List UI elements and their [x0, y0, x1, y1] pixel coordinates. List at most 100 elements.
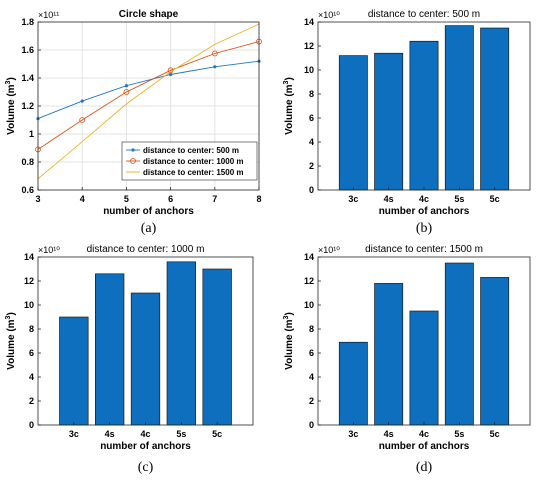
y-tick-label: 14: [304, 17, 314, 27]
y-tick-label: 12: [304, 276, 314, 286]
chart-panel-1: 0.6 0.8 1 1.2 1.4 1.6 1.8 ×10¹¹ Circle shape 3 4 5 6…: [5, 9, 262, 236]
y-tick-label: 0: [29, 420, 34, 430]
bar-5c: [202, 268, 232, 426]
y-tick-label: 0.8: [21, 157, 34, 167]
legend-entry: distance to center: 500 m: [143, 146, 239, 155]
x-tick-label: 3c: [348, 429, 358, 439]
data-point: [123, 89, 130, 95]
y-axis-exponent: ×10¹⁰: [38, 245, 60, 255]
y-tick-label: 2: [29, 396, 34, 406]
data-point: [79, 117, 86, 123]
data-point: [211, 50, 218, 57]
y-tick-label: 8: [309, 89, 314, 99]
y-axis-label: Volume (m3): [5, 312, 17, 370]
panel-caption: (a): [141, 221, 157, 236]
x-tick-label: 5s: [454, 429, 464, 439]
y-tick-label: 10: [304, 300, 314, 310]
y-tick-label: 8: [29, 324, 34, 334]
chart-panel-2: 0 2 4 6 8 10 12 14 ×10¹⁰ distance to center: 500 …: [283, 9, 531, 236]
x-tick-label: 5c: [490, 429, 500, 439]
panel-caption: (c): [138, 460, 154, 475]
y-tick-label: 10: [304, 65, 314, 75]
y-axis-label: Volume (m3): [283, 312, 295, 370]
x-tick-label: 3c: [69, 429, 79, 439]
x-axis-label: number of anchors: [103, 206, 194, 217]
bar-3c: [59, 316, 89, 426]
y-tick-label: 0.6: [21, 185, 34, 195]
y-tick-label: 4: [29, 372, 34, 382]
legend-marker: [130, 158, 136, 164]
legend-entry: distance to center: 1500 m: [143, 168, 243, 177]
bar-5s: [444, 262, 474, 426]
y-axis-exponent: ×10¹⁰: [318, 10, 340, 20]
x-axis-label: number of anchors: [100, 441, 191, 452]
bar-3c: [338, 55, 368, 191]
y-tick-label: 0: [309, 420, 314, 430]
x-tick-label: 3: [35, 194, 40, 204]
y-tick-label: 6: [309, 113, 314, 123]
axes-frame: [317, 256, 531, 426]
y-tick-label: 1.4: [21, 73, 34, 83]
y-tick-label: 14: [24, 252, 34, 262]
y-tick-label: 1: [29, 129, 34, 139]
y-tick-label: 14: [304, 252, 314, 262]
legend-box: [121, 141, 258, 181]
x-tick-label: 7: [212, 194, 217, 204]
legend-entry: distance to center: 1000 m: [143, 157, 243, 166]
axes-frame: [37, 256, 254, 426]
data-point: [80, 99, 84, 103]
data-point: [213, 65, 217, 69]
x-axis-label: number of anchors: [379, 441, 470, 452]
bar-4c: [409, 40, 439, 191]
legend-marker: [131, 148, 135, 152]
bar-4s: [374, 283, 404, 426]
chart-panel-4: 0 2 4 6 8 10 12 14 ×10¹⁰ distance to center: 1500…: [283, 244, 531, 475]
chart-title: distance to center: 1500 m: [365, 244, 483, 255]
bar-5c: [480, 277, 510, 426]
bar-4c: [409, 310, 439, 426]
bar-5s: [444, 25, 474, 191]
bar-5c: [480, 27, 510, 191]
y-tick-label: 12: [24, 276, 34, 286]
x-tick-label: 4s: [384, 429, 394, 439]
y-axis-exponent: ×10¹¹: [38, 10, 59, 20]
y-tick-label: 2: [309, 161, 314, 171]
bar-4s: [374, 52, 404, 191]
y-tick-label: 0: [309, 185, 314, 195]
x-tick-label: 5s: [176, 429, 186, 439]
x-tick-label: 4s: [105, 429, 115, 439]
chart-panel-3: 0 2 4 6 8 10 12 14 ×10¹⁰ distance to center: 1000…: [5, 244, 254, 475]
series-line-3: [37, 23, 260, 180]
panel-caption: (b): [416, 221, 433, 236]
y-tick-label: 6: [309, 348, 314, 358]
x-tick-label: 8: [256, 194, 261, 204]
data-point: [124, 84, 128, 88]
y-tick-label: 2: [309, 396, 314, 406]
bar-5s: [166, 261, 196, 426]
chart-title: distance to center: 500 m: [368, 9, 480, 20]
x-tick-label: 4c: [419, 429, 429, 439]
x-tick-label: 4c: [419, 194, 429, 204]
y-tick-label: 10: [24, 300, 34, 310]
x-tick-label: 4c: [140, 429, 150, 439]
y-tick-label: 1.8: [21, 17, 34, 27]
y-tick-label: 1.2: [21, 101, 34, 111]
y-tick-label: 1.6: [21, 45, 34, 55]
legend: distance to center: 500 m distance to cen…: [121, 141, 258, 181]
axes-frame: [317, 21, 531, 191]
y-axis-label: Volume (m3): [5, 77, 17, 135]
x-tick-label: 4: [80, 194, 85, 204]
chart-title: Circle shape: [119, 9, 179, 20]
x-tick-label: 4s: [384, 194, 394, 204]
x-tick-label: 5c: [212, 429, 222, 439]
y-tick-label: 4: [309, 137, 314, 147]
panel-caption: (d): [416, 460, 433, 475]
bar-4s: [95, 273, 125, 426]
x-tick-label: 3c: [348, 194, 358, 204]
y-tick-label: 6: [29, 348, 34, 358]
x-axis-label: number of anchors: [379, 206, 470, 217]
x-tick-label: 5: [124, 194, 129, 204]
bar-4c: [130, 292, 161, 426]
y-tick-label: 4: [309, 372, 314, 382]
